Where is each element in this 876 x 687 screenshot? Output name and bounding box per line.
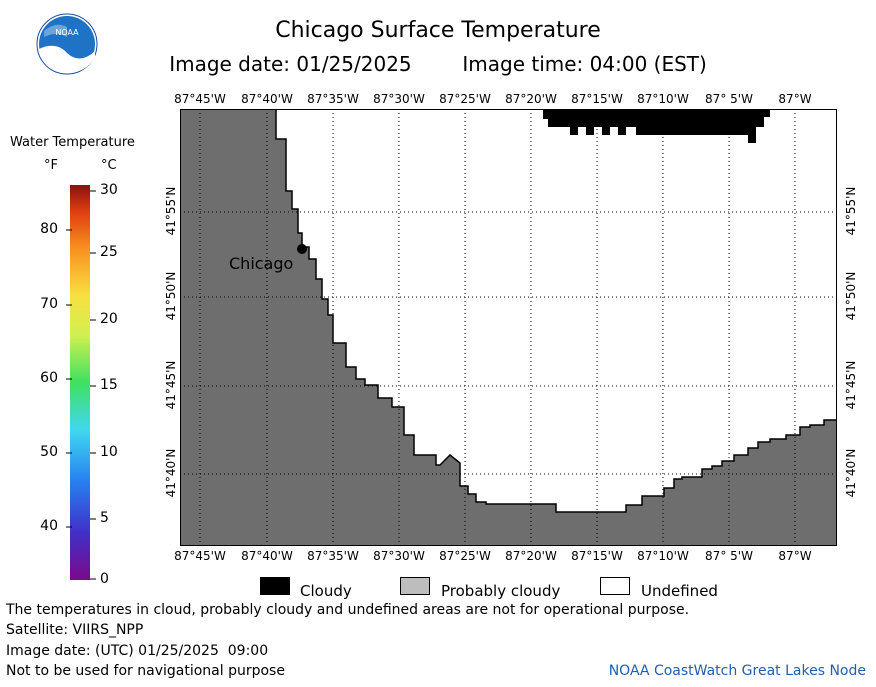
scale-c-tick-5: 5: [100, 510, 109, 526]
cloudy-swatch: [260, 577, 290, 595]
city-label-chicago: Chicago: [229, 254, 293, 273]
lon-label-top-2: 87°35'W: [307, 92, 359, 106]
credit-text: NOAA CoastWatch Great Lakes Node: [608, 663, 866, 679]
scale-f-tick-1: 70: [40, 296, 58, 312]
scale-c-tick-2: 20: [100, 311, 118, 327]
scale-f-tick-2: 60: [40, 370, 58, 386]
lat-label-right-2: 41°45'N: [844, 360, 858, 410]
probably-cloudy-label: Probably cloudy: [441, 582, 561, 600]
lon-label-bottom-6: 87°15'W: [571, 549, 623, 563]
noaa-logo: NOAA: [36, 13, 98, 75]
color-scale-bar: [66, 185, 96, 580]
scale-f-tick-3: 50: [40, 444, 58, 460]
lat-label-left-2: 41°45'N: [164, 360, 178, 410]
scale-c-tick-4: 10: [100, 444, 118, 460]
lon-label-top-3: 87°30'W: [373, 92, 425, 106]
cloud-area: [543, 109, 770, 143]
lon-label-bottom-8: 87° 5'W: [705, 549, 753, 563]
scale-c-tick-1: 25: [100, 244, 118, 260]
image-time: Image time: 04:00 (EST): [462, 52, 707, 76]
legend-title: Water Temperature: [10, 135, 135, 150]
lon-label-bottom-0: 87°45'W: [174, 549, 226, 563]
scale-c-tick-0: 30: [100, 182, 118, 198]
lon-label-bottom-9: 87°W: [778, 549, 812, 563]
scale-c-tick-3: 15: [100, 377, 118, 393]
lon-label-top-9: 87°W: [778, 92, 812, 106]
lat-label-left-0: 41°55'N: [164, 186, 178, 236]
scale-c-tick-6: 0: [100, 571, 109, 587]
lon-label-top-1: 87°40'W: [241, 92, 293, 106]
chicago-marker: [297, 244, 307, 254]
scale-f-tick-4: 40: [40, 518, 58, 534]
lon-label-bottom-3: 87°30'W: [373, 549, 425, 563]
lat-label-left-3: 41°40'N: [164, 448, 178, 498]
lon-label-bottom-5: 87°20'W: [505, 549, 557, 563]
undefined-swatch: [600, 577, 630, 595]
lat-label-right-0: 41°55'N: [844, 186, 858, 236]
scale-f-tick-0: 80: [40, 221, 58, 237]
lat-label-right-3: 41°40'N: [844, 448, 858, 498]
utc-date-text: Image date: (UTC) 01/25/2025 09:00: [6, 643, 269, 659]
undefined-label: Undefined: [641, 582, 718, 600]
cloudy-label: Cloudy: [300, 582, 352, 600]
lon-label-top-4: 87°25'W: [439, 92, 491, 106]
page-title: Chicago Surface Temperature: [275, 18, 601, 43]
lon-label-bottom-7: 87°10'W: [637, 549, 689, 563]
lat-label-right-1: 41°50'N: [844, 271, 858, 321]
lon-label-bottom-1: 87°40'W: [241, 549, 293, 563]
lon-label-bottom-2: 87°35'W: [307, 549, 359, 563]
lon-label-top-7: 87°10'W: [637, 92, 689, 106]
lon-label-bottom-4: 87°25'W: [439, 549, 491, 563]
lon-label-top-0: 87°45'W: [174, 92, 226, 106]
legend-unit-c: °C: [101, 158, 117, 173]
image-datetime: Image date: 01/25/2025 Image time: 04:00…: [0, 52, 876, 76]
lat-label-left-1: 41°50'N: [164, 271, 178, 321]
navigation-warning: Not to be used for navigational purpose: [6, 663, 285, 679]
lon-label-top-5: 87°20'W: [505, 92, 557, 106]
image-date: Image date: 01/25/2025: [169, 52, 412, 76]
logo-text: NOAA: [55, 28, 79, 37]
probably-cloudy-swatch: [400, 577, 430, 595]
land-area: [180, 109, 837, 546]
legend-unit-f: °F: [44, 158, 58, 173]
map: Chicago: [180, 109, 837, 546]
lon-label-top-8: 87° 5'W: [705, 92, 753, 106]
satellite-text: Satellite: VIIRS_NPP: [6, 622, 144, 638]
disclaimer-text: The temperatures in cloud, probably clou…: [6, 602, 690, 618]
lon-label-top-6: 87°15'W: [571, 92, 623, 106]
